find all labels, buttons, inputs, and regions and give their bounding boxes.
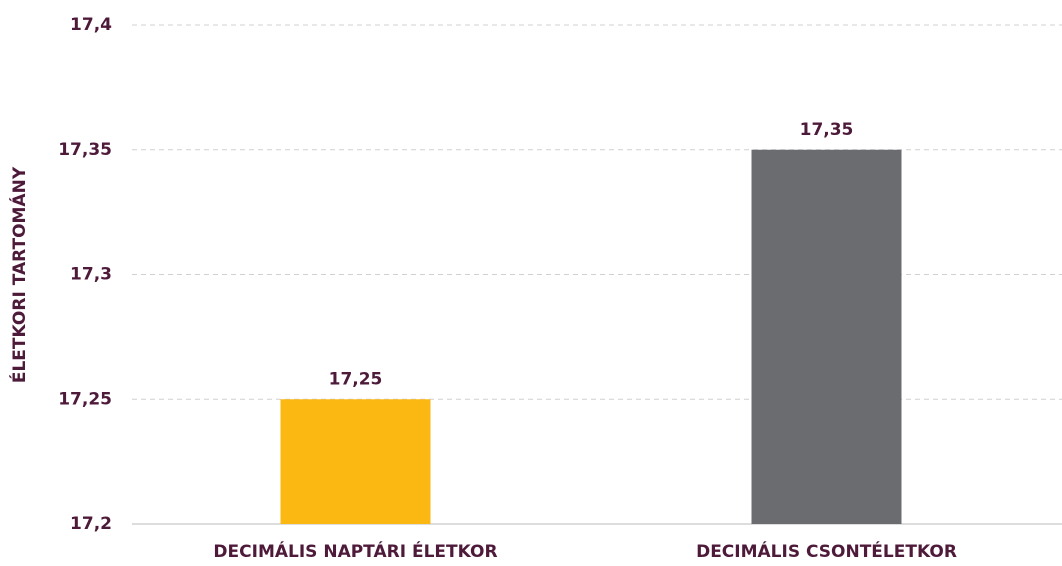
y-tick-label: 17,2: [70, 514, 112, 534]
x-tick-label: DECIMÁLIS CSONTÉLETKOR: [696, 540, 957, 562]
bar: [751, 149, 902, 524]
y-tick-label: 17,4: [70, 15, 112, 35]
data-label: 17,35: [800, 120, 854, 140]
x-tick-label: DECIMÁLIS NAPTÁRI ÉLETKOR: [213, 540, 497, 562]
y-tick-label: 17,35: [58, 140, 112, 160]
data-label: 17,25: [329, 369, 383, 389]
y-tick-label: 17,3: [70, 265, 112, 285]
y-axis-label: ÉLETKORI TARTOMÁNY: [8, 166, 30, 383]
bar: [280, 399, 431, 524]
y-tick-label: 17,25: [58, 389, 112, 409]
